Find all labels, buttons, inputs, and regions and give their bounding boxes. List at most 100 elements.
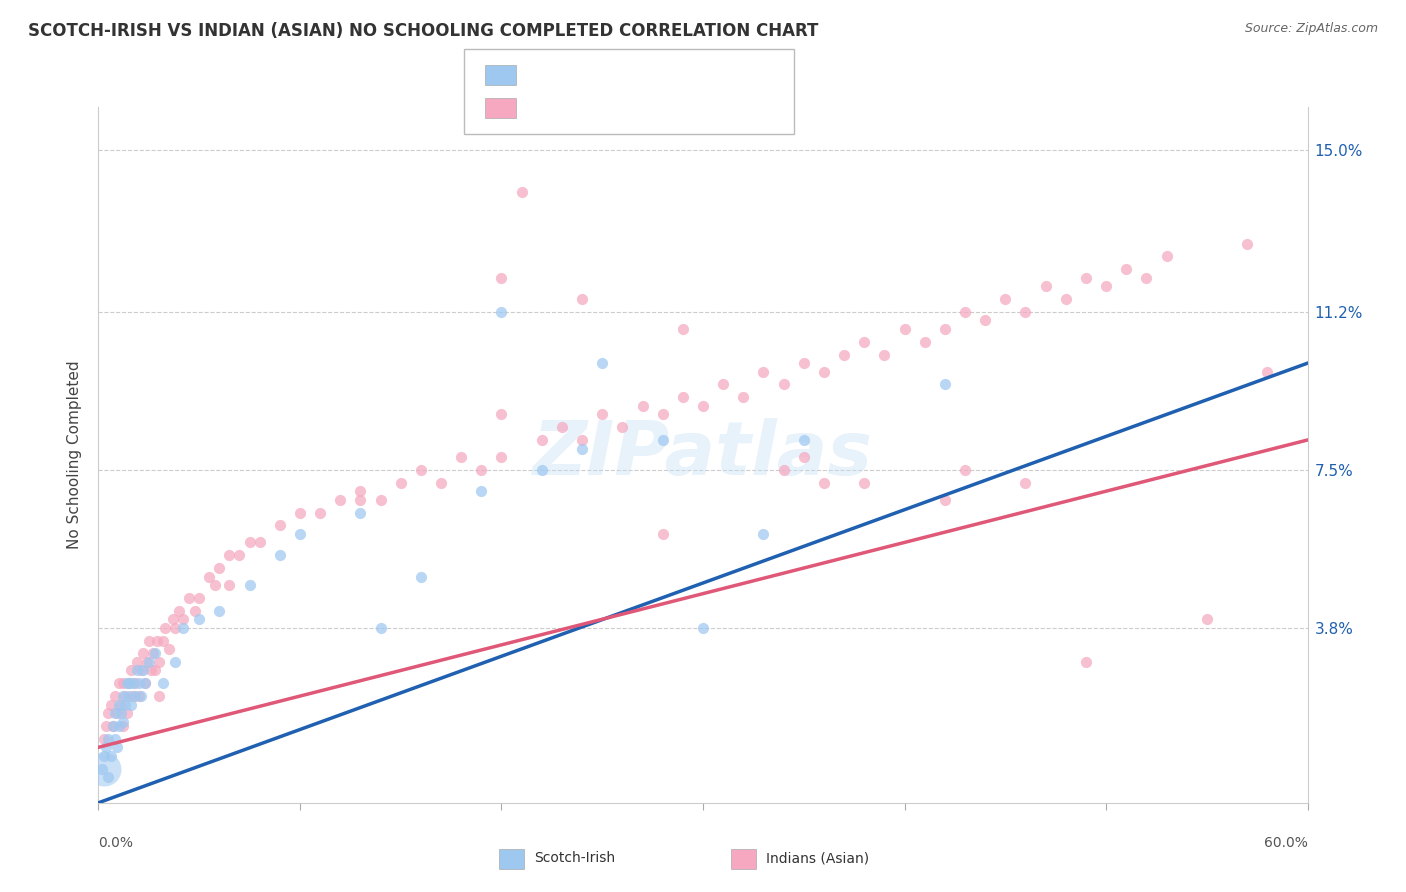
Point — [143, 664, 166, 678]
Point — [111, 719, 134, 733]
Point — [893, 322, 915, 336]
Point — [162, 612, 184, 626]
Point — [1035, 279, 1057, 293]
Point — [752, 527, 775, 541]
Point — [93, 748, 115, 763]
Point — [143, 647, 166, 661]
Point — [1014, 305, 1036, 319]
Point — [188, 612, 211, 626]
Point — [118, 676, 141, 690]
Point — [111, 714, 134, 729]
Point — [97, 706, 120, 721]
Text: R =: R = — [526, 99, 562, 117]
Point — [873, 348, 896, 362]
Point — [139, 664, 162, 678]
Point — [491, 270, 513, 285]
Text: 0.571: 0.571 — [568, 66, 620, 84]
Point — [107, 719, 129, 733]
Point — [813, 475, 835, 490]
Point — [148, 655, 170, 669]
Point — [934, 377, 956, 392]
Point — [146, 633, 169, 648]
Point — [100, 698, 122, 712]
Point — [111, 676, 134, 690]
Point — [288, 527, 311, 541]
Point — [138, 633, 160, 648]
Point — [96, 740, 118, 755]
Point — [934, 322, 956, 336]
Point — [103, 689, 125, 703]
Point — [249, 535, 271, 549]
Point — [125, 655, 148, 669]
Point — [571, 442, 593, 456]
Point — [179, 591, 201, 605]
Point — [152, 676, 174, 690]
Point — [832, 348, 855, 362]
Point — [591, 408, 613, 422]
Point — [1054, 292, 1077, 306]
Point — [651, 408, 673, 422]
Point — [953, 463, 976, 477]
Point — [114, 689, 136, 703]
Point — [1095, 279, 1118, 293]
Point — [124, 689, 146, 703]
Point — [120, 698, 142, 712]
Point — [132, 647, 155, 661]
Point — [120, 664, 142, 678]
Text: 110: 110 — [678, 99, 713, 117]
Point — [97, 731, 120, 746]
Point — [105, 706, 128, 721]
Point — [309, 506, 332, 520]
Text: R =: R = — [526, 66, 562, 84]
Text: 0.0%: 0.0% — [98, 836, 134, 850]
Point — [142, 647, 165, 661]
Point — [994, 292, 1017, 306]
Point — [934, 492, 956, 507]
Point — [103, 731, 125, 746]
Point — [571, 292, 593, 306]
Point — [409, 463, 432, 477]
Point — [172, 612, 194, 626]
Point — [107, 698, 129, 712]
Point — [672, 322, 695, 336]
Point — [389, 475, 412, 490]
Point — [128, 676, 150, 690]
Point — [672, 390, 695, 404]
Point — [288, 506, 311, 520]
Point — [129, 664, 152, 678]
Point — [1074, 270, 1097, 285]
Point — [110, 698, 132, 712]
Point — [115, 676, 138, 690]
Point — [349, 492, 371, 507]
Point — [93, 731, 115, 746]
Point — [349, 506, 371, 520]
Point — [430, 475, 453, 490]
Text: SCOTCH-IRISH VS INDIAN (ASIAN) NO SCHOOLING COMPLETED CORRELATION CHART: SCOTCH-IRISH VS INDIAN (ASIAN) NO SCHOOL… — [28, 22, 818, 40]
Point — [105, 740, 128, 755]
Point — [110, 706, 132, 721]
Point — [269, 518, 291, 533]
Point — [218, 578, 240, 592]
Point — [91, 762, 114, 776]
Point — [974, 313, 997, 327]
Point — [510, 186, 533, 200]
Point — [591, 356, 613, 370]
Point — [163, 655, 186, 669]
Point — [772, 377, 794, 392]
Point — [228, 548, 250, 562]
Point — [853, 475, 876, 490]
Point — [157, 642, 180, 657]
Point — [813, 365, 835, 379]
Point — [163, 621, 186, 635]
Point — [491, 450, 513, 464]
Point — [651, 527, 673, 541]
Point — [153, 621, 176, 635]
Text: 0.685: 0.685 — [568, 99, 620, 117]
Point — [530, 433, 553, 447]
Point — [692, 399, 714, 413]
Point — [188, 591, 211, 605]
Point — [1074, 655, 1097, 669]
Point — [1236, 236, 1258, 251]
Point — [115, 706, 138, 721]
Point — [329, 492, 352, 507]
